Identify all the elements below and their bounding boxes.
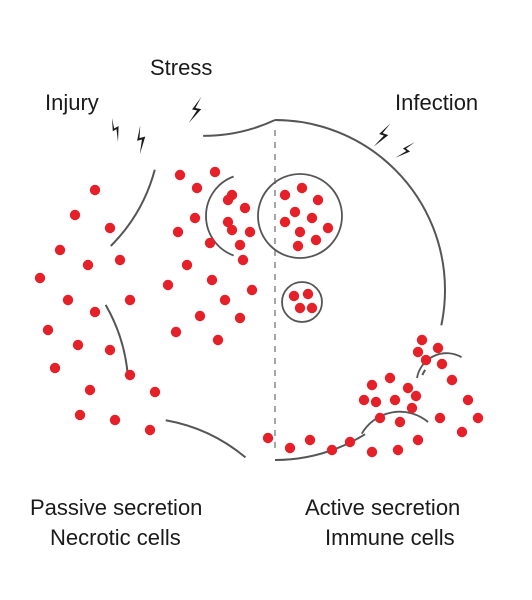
dot-nucleus-right bbox=[280, 190, 290, 200]
dot-left-cytoplasm bbox=[235, 313, 245, 323]
dot-right-released bbox=[413, 435, 423, 445]
dot-left-cytoplasm bbox=[175, 170, 185, 180]
dot-nucleus-left bbox=[240, 203, 250, 213]
dot-bud-1 bbox=[367, 380, 377, 390]
dot-left-released bbox=[110, 415, 120, 425]
dot-left-released bbox=[70, 210, 80, 220]
dot-nucleus-left bbox=[245, 227, 255, 237]
dot-right-released bbox=[345, 437, 355, 447]
dot-left-cytoplasm bbox=[163, 280, 173, 290]
dot-nucleus-right bbox=[307, 213, 317, 223]
label-infection: Infection bbox=[395, 90, 478, 115]
dot-left-released bbox=[105, 223, 115, 233]
dot-left-cytoplasm bbox=[210, 167, 220, 177]
dot-nucleus-right bbox=[293, 241, 303, 251]
dot-left-released bbox=[115, 255, 125, 265]
dot-bud-1 bbox=[375, 413, 385, 423]
dot-bud-1 bbox=[390, 395, 400, 405]
label-necrotic-cells: Necrotic cells bbox=[50, 525, 181, 550]
dot-bud-2 bbox=[413, 347, 423, 357]
dot-left-released bbox=[75, 410, 85, 420]
dot-left-cytoplasm bbox=[192, 183, 202, 193]
dot-left-cytoplasm bbox=[173, 227, 183, 237]
dot-nucleus-right bbox=[280, 217, 290, 227]
dot-nucleus-left bbox=[223, 217, 233, 227]
dot-left-released bbox=[63, 295, 73, 305]
dot-bud-2 bbox=[417, 335, 427, 345]
dot-vesicle-small bbox=[303, 289, 313, 299]
dot-nucleus-left bbox=[235, 240, 245, 250]
dot-right-released bbox=[305, 435, 315, 445]
dot-left-released bbox=[55, 245, 65, 255]
dot-nucleus-right bbox=[297, 183, 307, 193]
dot-right-released bbox=[327, 445, 337, 455]
dot-right-released bbox=[367, 447, 377, 457]
dot-vesicle-small bbox=[289, 291, 299, 301]
dot-nucleus-right bbox=[313, 195, 323, 205]
dot-left-released bbox=[90, 307, 100, 317]
dot-nucleus-right bbox=[311, 235, 321, 245]
dot-left-cytoplasm bbox=[213, 335, 223, 345]
dot-left-cytoplasm bbox=[207, 275, 217, 285]
dot-left-released bbox=[105, 345, 115, 355]
dot-left-released bbox=[90, 185, 100, 195]
dot-bud-1 bbox=[411, 391, 421, 401]
dot-left-cytoplasm bbox=[171, 327, 181, 337]
dot-right-released bbox=[285, 443, 295, 453]
label-active-secretion: Active secretion bbox=[305, 495, 460, 520]
dot-right-released bbox=[393, 445, 403, 455]
dot-left-cytoplasm bbox=[238, 255, 248, 265]
dot-left-cytoplasm bbox=[190, 213, 200, 223]
dot-left-cytoplasm bbox=[220, 295, 230, 305]
dot-right-released bbox=[473, 413, 483, 423]
dot-bud-1 bbox=[407, 403, 417, 413]
dot-nucleus-left bbox=[227, 190, 237, 200]
dot-left-cytoplasm bbox=[205, 238, 215, 248]
dot-left-released bbox=[43, 325, 53, 335]
dot-bud-1 bbox=[403, 383, 413, 393]
dot-left-released bbox=[150, 387, 160, 397]
dot-left-released bbox=[35, 273, 45, 283]
dot-bud-2 bbox=[437, 359, 447, 369]
dot-bud-2 bbox=[421, 355, 431, 365]
dot-right-released bbox=[463, 395, 473, 405]
label-stress: Stress bbox=[150, 55, 212, 80]
dot-bud-2 bbox=[433, 343, 443, 353]
dot-left-released bbox=[125, 295, 135, 305]
dot-right-released bbox=[457, 427, 467, 437]
dot-right-released bbox=[263, 433, 273, 443]
dot-bud-1 bbox=[359, 395, 369, 405]
dot-nucleus-right bbox=[295, 227, 305, 237]
dot-left-cytoplasm bbox=[247, 285, 257, 295]
dot-left-released bbox=[85, 385, 95, 395]
dot-left-released bbox=[50, 363, 60, 373]
dot-left-released bbox=[125, 370, 135, 380]
dot-vesicle-small bbox=[307, 303, 317, 313]
dot-left-cytoplasm bbox=[195, 311, 205, 321]
dot-nucleus-right bbox=[290, 207, 300, 217]
dot-right-released bbox=[435, 413, 445, 423]
label-injury: Injury bbox=[45, 90, 99, 115]
dot-right-released bbox=[447, 375, 457, 385]
dot-bud-1 bbox=[395, 417, 405, 427]
dot-bud-1 bbox=[385, 373, 395, 383]
dot-nucleus-right bbox=[323, 223, 333, 233]
dot-left-released bbox=[83, 260, 93, 270]
dot-bud-1 bbox=[371, 397, 381, 407]
dot-left-released bbox=[145, 425, 155, 435]
label-immune-cells: Immune cells bbox=[325, 525, 455, 550]
diagram-canvas: Stress Injury Infection Passive secretion Ne… bbox=[0, 0, 532, 600]
dot-vesicle-small bbox=[295, 303, 305, 313]
dot-left-cytoplasm bbox=[182, 260, 192, 270]
label-passive-secretion: Passive secretion bbox=[30, 495, 202, 520]
dot-left-released bbox=[73, 340, 83, 350]
